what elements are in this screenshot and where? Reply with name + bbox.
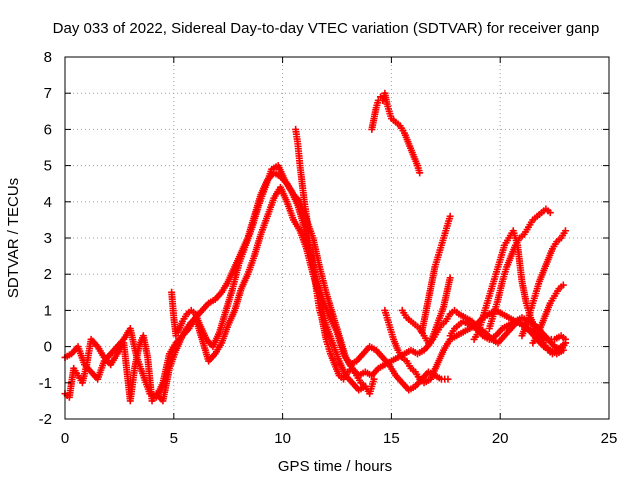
- series-track-l: [518, 227, 569, 340]
- data-point: [444, 375, 452, 383]
- x-tick-label: 10: [274, 430, 291, 447]
- axis-ticks: 0 5 10 15 20 25 -2 -1 0 1 2 3 4 5 6 7 8: [39, 49, 618, 447]
- data-point: [416, 169, 424, 177]
- y-axis-label: SDTVAR / TECUs: [5, 178, 22, 298]
- series-track-h: [418, 212, 454, 336]
- data-point: [370, 375, 378, 383]
- grid-lines: [65, 57, 609, 419]
- x-tick-label: 0: [61, 430, 69, 447]
- y-tick-label: 1: [44, 302, 52, 319]
- y-tick-label: 4: [44, 194, 52, 211]
- series-track-j: [470, 227, 569, 358]
- data-point: [172, 332, 180, 340]
- y-tick-label: 3: [44, 230, 52, 247]
- x-axis-label: GPS time / hours: [278, 458, 392, 475]
- data-point: [446, 274, 454, 282]
- y-tick-label: 2: [44, 266, 52, 283]
- y-tick-label: -2: [39, 411, 52, 428]
- series-track-k: [485, 205, 554, 332]
- y-tick-label: 6: [44, 121, 52, 138]
- data-point: [561, 227, 569, 235]
- series-track-d: [292, 125, 378, 398]
- series-track-e: [368, 89, 424, 177]
- chart-title: Day 033 of 2022, Sidereal Day-to-day VTE…: [53, 20, 600, 37]
- data-point: [561, 339, 569, 347]
- data-point: [559, 281, 567, 289]
- series-track-m: [529, 281, 567, 347]
- data-point: [546, 209, 554, 217]
- y-tick-label: 7: [44, 85, 52, 102]
- x-tick-label: 20: [492, 430, 509, 447]
- y-tick-label: -1: [39, 375, 52, 392]
- series-track-c: [168, 162, 452, 394]
- data-point: [446, 212, 454, 220]
- x-tick-label: 15: [383, 430, 400, 447]
- x-tick-label: 25: [601, 430, 618, 447]
- y-tick-label: 8: [44, 49, 52, 66]
- y-tick-label: 0: [44, 339, 52, 356]
- data-marks: [61, 89, 569, 405]
- series-track-g: [398, 306, 567, 358]
- x-tick-label: 5: [170, 430, 178, 447]
- y-tick-label: 5: [44, 158, 52, 175]
